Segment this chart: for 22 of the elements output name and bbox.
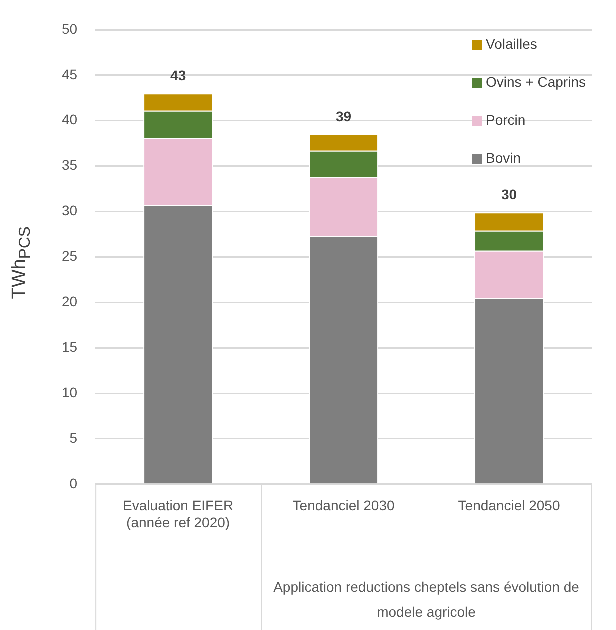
y-tick-label: 35 <box>62 157 78 174</box>
total-label: 30 <box>501 186 518 203</box>
legend-label: Ovins + Caprins <box>486 74 586 90</box>
x-tick-label: Tendanciel 2030 <box>292 498 395 514</box>
y-tick-label: 40 <box>62 112 78 128</box>
total-label: 43 <box>170 67 186 84</box>
y-tick-label: 45 <box>62 66 78 82</box>
y-tick-label: 50 <box>62 20 78 37</box>
legend-label: Volailles <box>486 36 538 52</box>
x-tick-label: Evaluation EIFER (année ref 2020) <box>123 498 234 530</box>
text: Application reductions cheptels sans évolution de modele agricole <box>274 578 580 620</box>
y-tick-label: 20 <box>62 294 78 310</box>
legend-label: Porcin <box>486 112 526 128</box>
y-tick-label: 30 <box>62 202 78 219</box>
total-label: 39 <box>336 108 352 124</box>
y-tick-label: 0 <box>70 475 78 492</box>
legend-label: Bovin <box>486 150 522 166</box>
y-tick-label: 25 <box>62 248 78 264</box>
y-tick-label: 5 <box>70 430 78 446</box>
x-tick-label: Tendanciel 2050 <box>458 498 560 514</box>
y-tick-label: 10 <box>62 384 78 400</box>
y-tick-label: 15 <box>62 338 78 355</box>
